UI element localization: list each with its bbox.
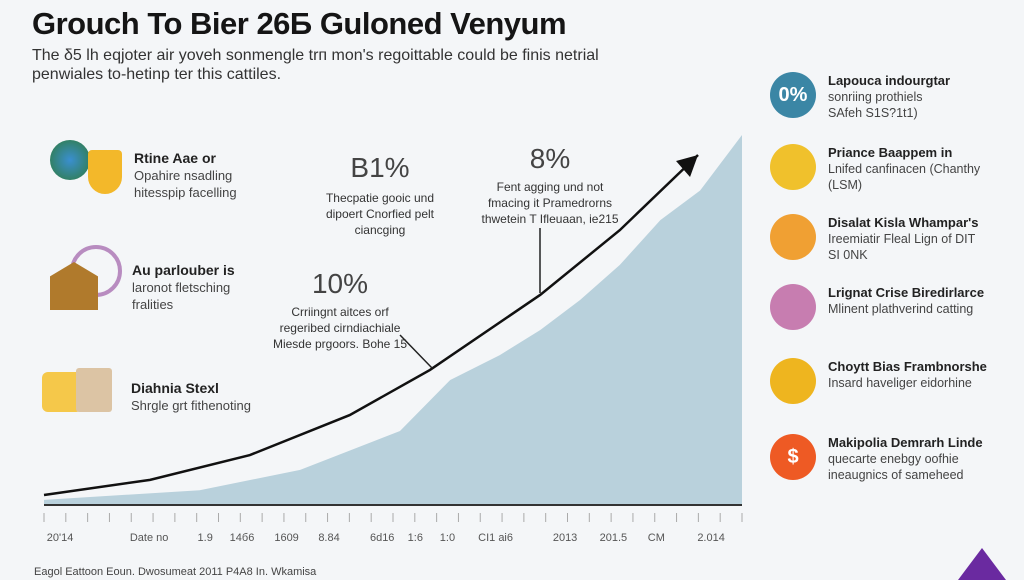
x-tick-label: 2013	[553, 532, 577, 544]
x-tick-label: 1:0	[440, 532, 455, 544]
item-title: Disalat Kisla Whampar's	[828, 215, 979, 230]
coins-icon	[42, 372, 82, 412]
right-item: Lapouca indourgtar sonriing prothiels SAfe…	[828, 73, 951, 120]
logo-triangle-icon	[958, 548, 1006, 580]
right-item: Priance Baappem in Lnifed canfinacen (Cha…	[828, 145, 981, 192]
item-title: Rtine Aae or	[134, 150, 216, 166]
x-tick-label: 1:6	[408, 532, 423, 544]
item-title: Choytt Bias Frambnorshe	[828, 359, 987, 374]
x-tick-label: CM	[648, 532, 665, 544]
right-item: Choytt Bias Frambnorshe Insard haveliger …	[828, 359, 987, 390]
x-tick-label: CI1 ai6	[478, 532, 513, 544]
page-title: Grouch To Bier 26Б Guloned Venyum	[32, 6, 567, 41]
x-tick-label: 20'14	[47, 532, 74, 544]
right-item-icon	[770, 358, 816, 404]
item-title: Diahnia Stexl	[131, 380, 219, 396]
shield-icon	[88, 150, 122, 194]
right-item-icon: $	[770, 434, 816, 480]
item-title: Lapouca indourgtar	[828, 73, 951, 88]
right-item: Makipolia Demrarh Linde quecarte enebgy o…	[828, 435, 983, 482]
callout-2: 10% Crriingnt aitces orf regeribed cirndi…	[272, 268, 408, 351]
boxes-icon	[76, 368, 112, 412]
right-item-icon	[770, 214, 816, 260]
left-item-3: Diahnia Stexl Shrgle grt fithenoting	[131, 380, 251, 413]
left-item-2: Au parlouber is laronot fletsching fralit…	[132, 262, 235, 312]
area-series	[44, 135, 742, 505]
left-item-1: Rtine Aae or Opahire nsadling hitesspip f…	[134, 150, 237, 200]
right-item: Lrignat Crise Biredirlarce Mlinent plathv…	[828, 285, 985, 316]
callout-value: 10%	[311, 268, 369, 299]
leader-line	[399, 334, 433, 369]
callout-value: 8%	[529, 143, 571, 174]
x-tick-label: 1609	[274, 532, 298, 544]
x-tick-label: 6d16	[370, 532, 394, 544]
callout-1: B1% Thecpatie gooic und dipoert Cnorfied …	[325, 152, 435, 237]
subtitle: The δ5 lh eqjoter air yoveh sonmengle tr…	[32, 47, 599, 83]
x-tick-label: 8.84	[318, 532, 339, 544]
item-title: Priance Baappem in	[828, 145, 953, 160]
right-item-icon	[770, 284, 816, 330]
callout-3: 8% Fent agging und not fmacing it Pramedr…	[481, 143, 619, 226]
x-tick-label: 14б6	[230, 532, 255, 544]
x-tick-label: 1.9	[198, 532, 213, 544]
callout-value: B1%	[350, 152, 410, 183]
x-tick-label: Date no	[130, 532, 169, 544]
x-tick-label: 201.5	[600, 532, 628, 544]
item-title: Lrignat Crise Biredirlarce	[828, 285, 985, 300]
item-title: Au parlouber is	[132, 262, 235, 278]
right-item: Disalat Kisla Whampar's Ireemiatir Fleal …	[828, 215, 979, 262]
right-item-icon	[770, 144, 816, 190]
x-tick-label: 2.014	[697, 532, 725, 544]
globe-icon	[50, 140, 90, 180]
footer-source: Eagol Eattoon Eoun. Dwosumeat 2011 P4A8 …	[34, 566, 317, 578]
right-item-icon: 0%	[770, 72, 816, 118]
arrow-head	[676, 154, 699, 177]
item-title: Makipolia Demrarh Linde	[828, 435, 983, 450]
line-series	[43, 154, 699, 497]
